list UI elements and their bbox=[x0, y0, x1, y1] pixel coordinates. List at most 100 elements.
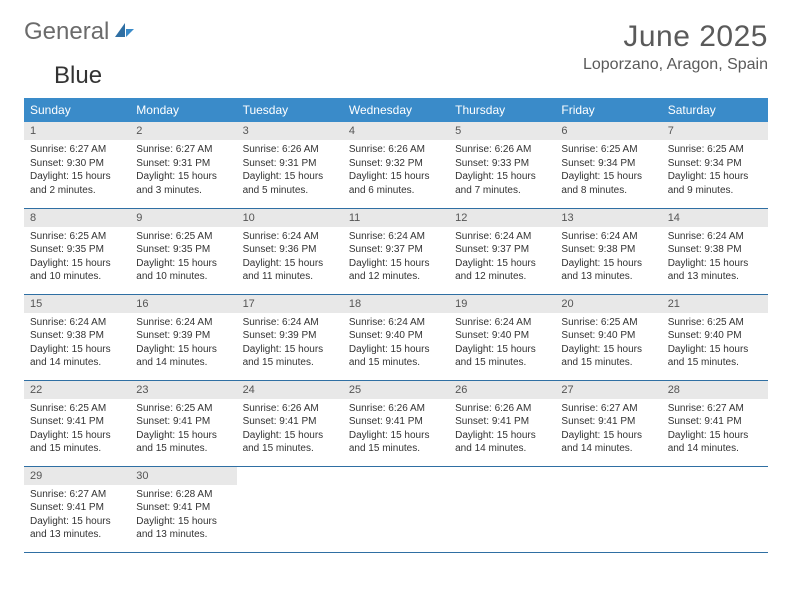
sunrise-text: Sunrise: 6:27 AM bbox=[668, 402, 762, 416]
daylight-text: Daylight: 15 hours and 14 minutes. bbox=[668, 429, 762, 456]
day-number: 25 bbox=[343, 381, 449, 399]
daylight-text: Daylight: 15 hours and 14 minutes. bbox=[136, 343, 230, 370]
sunset-text: Sunset: 9:37 PM bbox=[455, 243, 549, 257]
day-number: 8 bbox=[24, 209, 130, 227]
calendar-cell: 18Sunrise: 6:24 AMSunset: 9:40 PMDayligh… bbox=[343, 294, 449, 380]
sunset-text: Sunset: 9:40 PM bbox=[561, 329, 655, 343]
sunset-text: Sunset: 9:37 PM bbox=[349, 243, 443, 257]
daylight-text: Daylight: 15 hours and 15 minutes. bbox=[243, 429, 337, 456]
sunrise-text: Sunrise: 6:26 AM bbox=[243, 143, 337, 157]
daylight-text: Daylight: 15 hours and 2 minutes. bbox=[30, 170, 124, 197]
sunrise-text: Sunrise: 6:26 AM bbox=[349, 143, 443, 157]
sunset-text: Sunset: 9:39 PM bbox=[136, 329, 230, 343]
calendar-cell: 12Sunrise: 6:24 AMSunset: 9:37 PMDayligh… bbox=[449, 208, 555, 294]
sunrise-text: Sunrise: 6:24 AM bbox=[349, 230, 443, 244]
day-details: Sunrise: 6:24 AMSunset: 9:37 PMDaylight:… bbox=[449, 227, 555, 288]
day-details: Sunrise: 6:24 AMSunset: 9:40 PMDaylight:… bbox=[449, 313, 555, 374]
day-details: Sunrise: 6:26 AMSunset: 9:41 PMDaylight:… bbox=[237, 399, 343, 460]
daylight-text: Daylight: 15 hours and 14 minutes. bbox=[561, 429, 655, 456]
daylight-text: Daylight: 15 hours and 15 minutes. bbox=[349, 343, 443, 370]
calendar-cell bbox=[343, 466, 449, 552]
sunset-text: Sunset: 9:31 PM bbox=[243, 157, 337, 171]
daylight-text: Daylight: 15 hours and 14 minutes. bbox=[30, 343, 124, 370]
day-number: 2 bbox=[130, 122, 236, 140]
calendar-cell bbox=[662, 466, 768, 552]
sunset-text: Sunset: 9:41 PM bbox=[136, 415, 230, 429]
calendar-cell: 8Sunrise: 6:25 AMSunset: 9:35 PMDaylight… bbox=[24, 208, 130, 294]
sunrise-text: Sunrise: 6:25 AM bbox=[136, 402, 230, 416]
sunrise-text: Sunrise: 6:26 AM bbox=[455, 402, 549, 416]
sunset-text: Sunset: 9:33 PM bbox=[455, 157, 549, 171]
day-number: 26 bbox=[449, 381, 555, 399]
daylight-text: Daylight: 15 hours and 15 minutes. bbox=[136, 429, 230, 456]
calendar-cell: 24Sunrise: 6:26 AMSunset: 9:41 PMDayligh… bbox=[237, 380, 343, 466]
sunset-text: Sunset: 9:41 PM bbox=[30, 501, 124, 515]
sunset-text: Sunset: 9:41 PM bbox=[561, 415, 655, 429]
day-details: Sunrise: 6:27 AMSunset: 9:31 PMDaylight:… bbox=[130, 140, 236, 201]
day-details: Sunrise: 6:24 AMSunset: 9:38 PMDaylight:… bbox=[555, 227, 661, 288]
day-number: 12 bbox=[449, 209, 555, 227]
calendar-cell: 11Sunrise: 6:24 AMSunset: 9:37 PMDayligh… bbox=[343, 208, 449, 294]
sunset-text: Sunset: 9:38 PM bbox=[30, 329, 124, 343]
daylight-text: Daylight: 15 hours and 15 minutes. bbox=[30, 429, 124, 456]
sunrise-text: Sunrise: 6:25 AM bbox=[136, 230, 230, 244]
calendar-cell: 16Sunrise: 6:24 AMSunset: 9:39 PMDayligh… bbox=[130, 294, 236, 380]
sunrise-text: Sunrise: 6:27 AM bbox=[30, 488, 124, 502]
sunset-text: Sunset: 9:34 PM bbox=[668, 157, 762, 171]
day-number: 9 bbox=[130, 209, 236, 227]
day-details: Sunrise: 6:26 AMSunset: 9:32 PMDaylight:… bbox=[343, 140, 449, 201]
calendar-cell: 1Sunrise: 6:27 AMSunset: 9:30 PMDaylight… bbox=[24, 122, 130, 208]
sunrise-text: Sunrise: 6:25 AM bbox=[561, 143, 655, 157]
calendar-cell: 26Sunrise: 6:26 AMSunset: 9:41 PMDayligh… bbox=[449, 380, 555, 466]
sunset-text: Sunset: 9:35 PM bbox=[30, 243, 124, 257]
calendar-cell: 15Sunrise: 6:24 AMSunset: 9:38 PMDayligh… bbox=[24, 294, 130, 380]
weekday-header: Friday bbox=[555, 98, 661, 122]
weekday-header: Tuesday bbox=[237, 98, 343, 122]
calendar-cell: 3Sunrise: 6:26 AMSunset: 9:31 PMDaylight… bbox=[237, 122, 343, 208]
calendar-cell: 19Sunrise: 6:24 AMSunset: 9:40 PMDayligh… bbox=[449, 294, 555, 380]
title-block: June 2025 Loporzano, Aragon, Spain bbox=[583, 20, 768, 74]
logo-text-general: General bbox=[24, 20, 109, 44]
calendar-header: Sunday Monday Tuesday Wednesday Thursday… bbox=[24, 98, 768, 122]
sunset-text: Sunset: 9:31 PM bbox=[136, 157, 230, 171]
day-number: 21 bbox=[662, 295, 768, 313]
sunset-text: Sunset: 9:38 PM bbox=[668, 243, 762, 257]
sunrise-text: Sunrise: 6:25 AM bbox=[30, 402, 124, 416]
calendar-cell: 2Sunrise: 6:27 AMSunset: 9:31 PMDaylight… bbox=[130, 122, 236, 208]
day-details: Sunrise: 6:24 AMSunset: 9:40 PMDaylight:… bbox=[343, 313, 449, 374]
sunset-text: Sunset: 9:40 PM bbox=[668, 329, 762, 343]
logo: General bbox=[24, 20, 135, 44]
sunrise-text: Sunrise: 6:25 AM bbox=[30, 230, 124, 244]
sunrise-text: Sunrise: 6:27 AM bbox=[136, 143, 230, 157]
day-number: 15 bbox=[24, 295, 130, 313]
sunset-text: Sunset: 9:34 PM bbox=[561, 157, 655, 171]
sunrise-text: Sunrise: 6:24 AM bbox=[243, 316, 337, 330]
sunset-text: Sunset: 9:40 PM bbox=[455, 329, 549, 343]
calendar-cell: 27Sunrise: 6:27 AMSunset: 9:41 PMDayligh… bbox=[555, 380, 661, 466]
calendar-cell: 7Sunrise: 6:25 AMSunset: 9:34 PMDaylight… bbox=[662, 122, 768, 208]
sunset-text: Sunset: 9:41 PM bbox=[243, 415, 337, 429]
sunset-text: Sunset: 9:35 PM bbox=[136, 243, 230, 257]
calendar-cell: 21Sunrise: 6:25 AMSunset: 9:40 PMDayligh… bbox=[662, 294, 768, 380]
day-number: 5 bbox=[449, 122, 555, 140]
day-details: Sunrise: 6:26 AMSunset: 9:33 PMDaylight:… bbox=[449, 140, 555, 201]
calendar-cell: 6Sunrise: 6:25 AMSunset: 9:34 PMDaylight… bbox=[555, 122, 661, 208]
sunset-text: Sunset: 9:40 PM bbox=[349, 329, 443, 343]
sunset-text: Sunset: 9:41 PM bbox=[455, 415, 549, 429]
calendar-cell: 20Sunrise: 6:25 AMSunset: 9:40 PMDayligh… bbox=[555, 294, 661, 380]
sunrise-text: Sunrise: 6:26 AM bbox=[243, 402, 337, 416]
daylight-text: Daylight: 15 hours and 12 minutes. bbox=[349, 257, 443, 284]
sunrise-text: Sunrise: 6:26 AM bbox=[349, 402, 443, 416]
day-number: 20 bbox=[555, 295, 661, 313]
daylight-text: Daylight: 15 hours and 15 minutes. bbox=[561, 343, 655, 370]
sunrise-text: Sunrise: 6:24 AM bbox=[243, 230, 337, 244]
day-number: 10 bbox=[237, 209, 343, 227]
day-number: 14 bbox=[662, 209, 768, 227]
sunrise-text: Sunrise: 6:25 AM bbox=[668, 316, 762, 330]
calendar-body: 1Sunrise: 6:27 AMSunset: 9:30 PMDaylight… bbox=[24, 122, 768, 552]
calendar-cell: 25Sunrise: 6:26 AMSunset: 9:41 PMDayligh… bbox=[343, 380, 449, 466]
sunrise-text: Sunrise: 6:25 AM bbox=[668, 143, 762, 157]
sunrise-text: Sunrise: 6:27 AM bbox=[30, 143, 124, 157]
daylight-text: Daylight: 15 hours and 13 minutes. bbox=[668, 257, 762, 284]
calendar-cell bbox=[555, 466, 661, 552]
